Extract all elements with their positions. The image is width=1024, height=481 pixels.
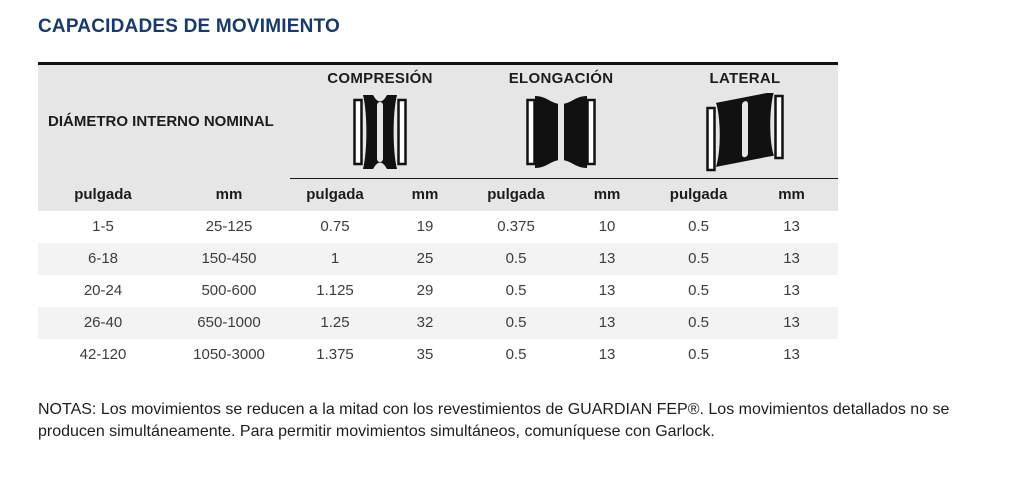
subheader-lat-pulgada: pulgada	[652, 178, 746, 211]
elongation-label: ELONGACIÓN	[508, 70, 614, 87]
subheader-diam-pulgada: pulgada	[38, 178, 168, 211]
elongation-joint-icon	[525, 93, 597, 176]
table-cell: 25-125	[205, 218, 253, 235]
movement-capacities-table: DIÁMETRO INTERNO NOMINAL COMPRESIÓN	[38, 62, 839, 371]
table-cell: 650-1000	[197, 314, 261, 331]
table-cell: 26-40	[83, 314, 123, 331]
table-cell: 1050-3000	[193, 346, 265, 363]
table-cell: 0.5	[688, 250, 709, 267]
table-row: 26-40 650-1000 1.25 32 0.5 13 0.5 13	[38, 306, 839, 339]
subheader-lat-mm: mm	[745, 178, 839, 211]
table-cell: 10	[598, 218, 616, 235]
notes-text: NOTAS: Los movimientos se reducen a la m…	[38, 400, 950, 441]
table-cell: 13	[598, 282, 616, 299]
table-row: 6-18 150-450 1 25 0.5 13 0.5 13	[38, 242, 839, 275]
table-cell: 6-18	[87, 250, 119, 267]
table-cell: 0.5	[505, 346, 527, 363]
subheader-diam-mm: mm	[168, 178, 291, 211]
table-cell: 0.5	[688, 314, 709, 331]
table-cell: 35	[416, 346, 434, 363]
table-row: 20-24 500-600 1.125 29 0.5 13 0.5 13	[38, 275, 838, 307]
page-title: CAPACIDADES DE MOVIMIENTO	[38, 16, 340, 37]
table-cell: 0.5	[505, 314, 527, 331]
table-cell: 20-24	[83, 282, 123, 299]
subheader-elon-mm: mm	[562, 178, 653, 211]
group-header-compression: COMPRESIÓN	[290, 63, 471, 179]
table-cell: 13	[598, 314, 616, 331]
table-cell: 32	[416, 314, 434, 331]
subheader-row: pulgada mm pulgada mm pulgada mm pulgada…	[38, 178, 839, 211]
table-cell: 0.5	[688, 218, 709, 235]
subheader-comp-mm: mm	[380, 178, 471, 211]
table-cell: 13	[783, 346, 800, 363]
table-cell: 25	[416, 250, 434, 267]
lateral-label: LATERAL	[709, 70, 781, 87]
table-cell: 1.25	[320, 314, 350, 331]
table-cell: 1-5	[92, 218, 114, 235]
table-cell: 0.5	[505, 282, 527, 299]
subheader-elon-pulgada: pulgada	[470, 178, 563, 211]
group-header-elongation: ELONGACIÓN	[470, 63, 653, 179]
table-header: DIÁMETRO INTERNO NOMINAL COMPRESIÓN	[38, 63, 839, 211]
table-cell: 1.125	[316, 282, 354, 299]
table-cell: 42-120	[79, 346, 127, 363]
group-header-row: DIÁMETRO INTERNO NOMINAL COMPRESIÓN	[38, 63, 839, 179]
table-cell: 1	[330, 250, 340, 267]
table-cell: 13	[783, 282, 800, 299]
table-cell: 13	[783, 218, 800, 235]
table-body: 1-5 25-125 0.75 19 0.375 10 0.5 13 6-18 …	[38, 211, 839, 371]
table-cell: 29	[416, 282, 434, 299]
table-cell: 0.375	[497, 218, 535, 235]
table-cell: 13	[783, 314, 800, 331]
table-cell: 0.5	[505, 250, 527, 267]
table-cell: 13	[598, 346, 616, 363]
diameter-header-cell: DIÁMETRO INTERNO NOMINAL	[38, 63, 291, 179]
compression-joint-icon	[352, 93, 408, 176]
table-row: 42-120 1050-3000 1.375 35 0.5 13 0.5 13	[38, 339, 838, 371]
table-row: 1-5 25-125 0.75 19 0.375 10 0.5 13	[38, 211, 838, 243]
table-cell: 13	[598, 250, 616, 267]
table-cell: 0.5	[688, 346, 709, 363]
datasheet-page: CAPACIDADES DE MOVIMIENTO DIÁMETRO INTER…	[38, 16, 950, 441]
table-cell: 1.375	[316, 346, 354, 363]
table-cell: 500-600	[201, 282, 257, 299]
table-cell: 13	[783, 250, 800, 267]
table-cell: 0.5	[688, 282, 709, 299]
table-cell: 19	[416, 218, 434, 235]
group-header-lateral: LATERAL	[652, 63, 839, 179]
table-cell: 0.75	[320, 218, 350, 235]
compression-label: COMPRESIÓN	[327, 70, 433, 87]
table-cell: 150-450	[201, 250, 257, 267]
lateral-joint-icon	[705, 91, 785, 178]
subheader-comp-pulgada: pulgada	[290, 178, 381, 211]
